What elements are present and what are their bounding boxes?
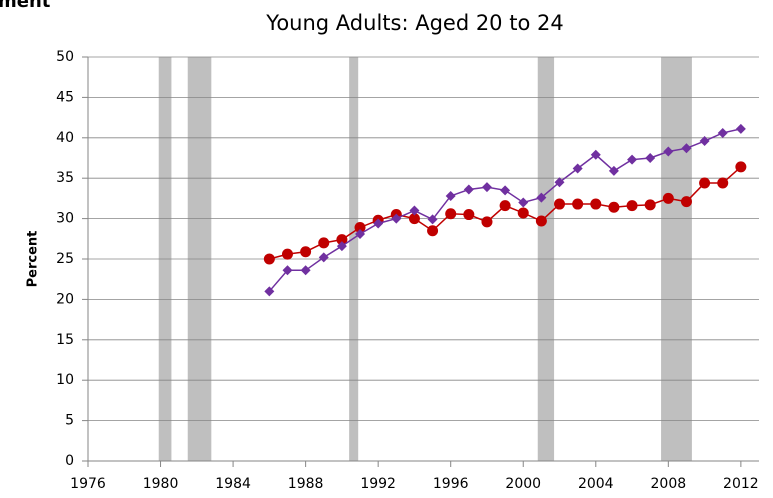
data-point xyxy=(572,198,584,210)
data-point xyxy=(263,253,275,265)
data-point xyxy=(481,182,492,193)
data-point xyxy=(517,207,529,219)
data-point xyxy=(264,286,275,297)
data-point xyxy=(427,214,438,225)
data-point xyxy=(535,215,547,227)
data-point xyxy=(572,163,583,174)
data-point xyxy=(590,149,601,160)
data-point xyxy=(427,225,439,237)
data-point xyxy=(735,161,747,173)
data-point xyxy=(463,184,474,195)
data-point xyxy=(282,265,293,276)
data-point xyxy=(463,209,475,221)
data-point xyxy=(373,218,384,229)
data-point xyxy=(699,177,711,189)
y-axis-label: Percent xyxy=(26,231,41,288)
data-point xyxy=(680,196,692,208)
data-point xyxy=(300,246,312,258)
x-tick-label: 1976 xyxy=(70,476,106,492)
data-point xyxy=(445,190,456,201)
data-point xyxy=(408,213,420,225)
data-point xyxy=(318,237,330,249)
x-tick-label: 1992 xyxy=(360,476,396,492)
y-tick-label: 40 xyxy=(56,130,74,146)
y-tick-label: 20 xyxy=(56,291,74,307)
data-point xyxy=(644,199,656,211)
x-tick-label: 1996 xyxy=(433,476,469,492)
page-heading-fragment: ment xyxy=(0,0,51,12)
data-point xyxy=(518,197,529,208)
data-point xyxy=(300,265,311,276)
data-point xyxy=(627,154,638,165)
data-point xyxy=(645,153,656,163)
y-tick-label: 30 xyxy=(56,211,74,227)
x-tick-label: 1988 xyxy=(288,476,324,492)
data-point xyxy=(318,252,329,263)
y-tick-label: 35 xyxy=(56,170,74,186)
data-point xyxy=(699,136,710,147)
x-tick-label: 2004 xyxy=(578,476,614,492)
data-point xyxy=(717,177,729,189)
x-tick-label: 2008 xyxy=(651,476,687,492)
data-point xyxy=(499,200,511,212)
data-point xyxy=(336,234,348,246)
data-point xyxy=(445,208,457,220)
x-tick-label: 1984 xyxy=(215,476,251,492)
data-point xyxy=(590,198,602,210)
y-tick-label: 5 xyxy=(65,413,74,429)
x-tick-label: 2012 xyxy=(723,476,759,492)
data-point xyxy=(336,241,347,252)
data-point xyxy=(735,123,746,134)
y-tick-label: 10 xyxy=(56,372,74,388)
data-point xyxy=(554,177,565,188)
y-tick-label: 25 xyxy=(56,251,74,267)
data-point xyxy=(391,213,402,224)
x-tick-label: 2000 xyxy=(505,476,541,492)
y-tick-label: 50 xyxy=(56,49,74,65)
data-point xyxy=(500,185,511,196)
data-point xyxy=(717,127,728,138)
data-point xyxy=(626,200,638,212)
y-tick-label: 0 xyxy=(65,453,74,469)
data-point xyxy=(481,216,493,228)
data-point xyxy=(663,146,674,157)
y-tick-label: 15 xyxy=(56,332,74,348)
data-point xyxy=(536,192,547,203)
data-point xyxy=(608,201,620,213)
data-point xyxy=(409,205,420,216)
data-point xyxy=(355,228,366,239)
data-point xyxy=(608,165,619,176)
data-point xyxy=(681,143,692,154)
chart-title: Young Adults: Aged 20 to 24 xyxy=(265,11,563,35)
data-point xyxy=(354,221,366,233)
data-point xyxy=(554,198,566,210)
data-point xyxy=(281,248,293,260)
data-point xyxy=(662,192,674,204)
x-tick-label: 1980 xyxy=(143,476,179,492)
y-tick-label: 45 xyxy=(56,89,74,105)
